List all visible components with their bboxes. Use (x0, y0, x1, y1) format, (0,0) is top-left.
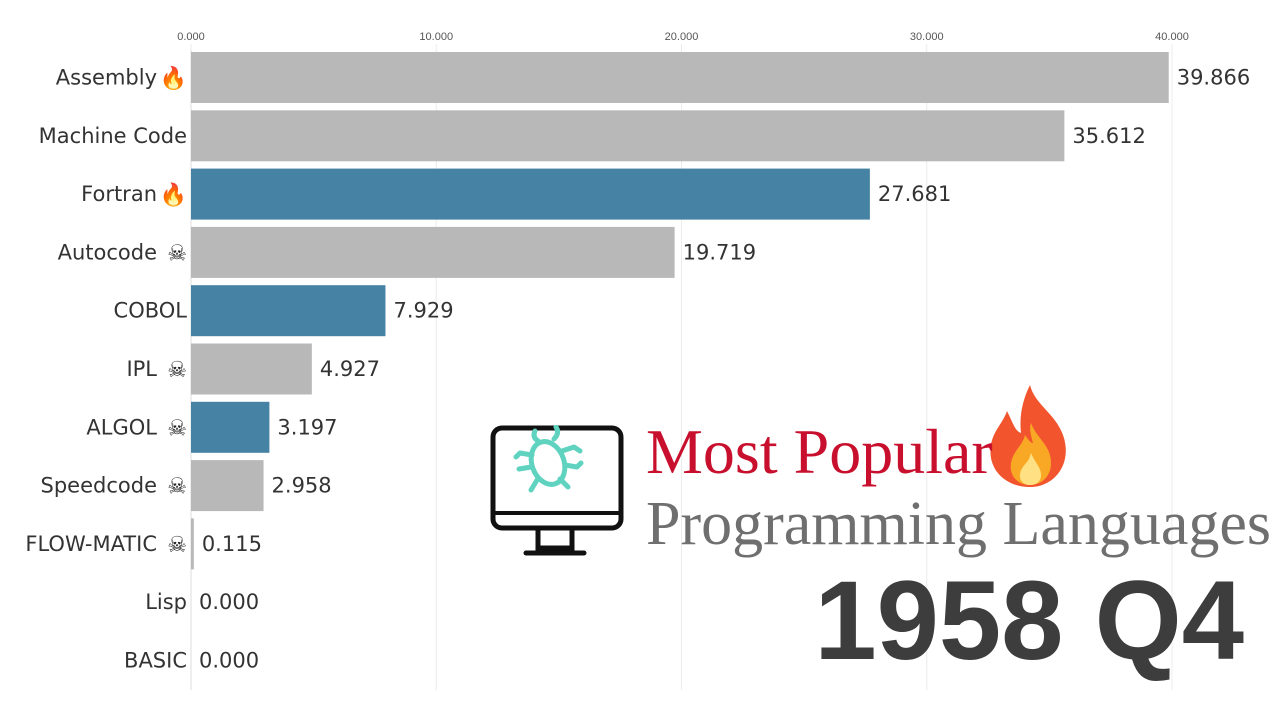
value-label: 4.927 (320, 357, 380, 381)
value-label: 39.866 (1177, 66, 1250, 90)
value-label: 2.958 (272, 474, 332, 498)
x-tick-label: 30.000 (910, 31, 944, 43)
period-label: 1958 Q4 (814, 558, 1244, 683)
bar (191, 285, 386, 337)
value-label: 7.929 (393, 299, 453, 323)
value-label: 19.719 (683, 240, 756, 264)
value-label: 0.115 (202, 532, 262, 556)
category-label: Speedcode (41, 474, 157, 498)
value-label: 27.681 (878, 182, 951, 206)
fire-icon (990, 385, 1066, 487)
bar (191, 518, 194, 570)
category-label: COBOL (114, 299, 188, 323)
monitor-bug-icon (490, 425, 624, 556)
x-tick-label: 40.000 (1155, 31, 1189, 43)
category-label: Autocode (58, 240, 157, 264)
fire-icon: 🔥 (160, 182, 187, 208)
skull-crossbones-icon: ☠ (167, 416, 187, 441)
category-label: ALGOL (86, 415, 157, 439)
x-tick-label: 10.000 (419, 31, 453, 43)
fire-icon: 🔥 (160, 66, 187, 92)
skull-crossbones-icon: ☠ (167, 533, 187, 558)
category-label: Assembly (56, 66, 157, 90)
chart-title-line2: Programming Languages (646, 490, 1272, 558)
bar (191, 226, 675, 278)
category-label: IPL (126, 357, 157, 381)
x-tick-label: 20.000 (665, 31, 699, 43)
value-label: 3.197 (277, 415, 337, 439)
bar (191, 110, 1065, 162)
category-label: BASIC (124, 649, 187, 673)
bar (191, 460, 264, 512)
value-label: 0.000 (199, 649, 259, 673)
value-label: 35.612 (1072, 124, 1145, 148)
category-label: Machine Code (39, 124, 187, 148)
category-label: Lisp (145, 590, 187, 614)
value-label: 0.000 (199, 590, 259, 614)
bar (191, 168, 870, 220)
x-tick-label: 0.000 (177, 31, 205, 43)
category-label: Fortran (81, 182, 157, 206)
chart-title-line1: Most Popular (646, 416, 993, 487)
bar (191, 52, 1169, 103)
skull-crossbones-icon: ☠ (167, 358, 187, 383)
category-label: FLOW-MATIC (25, 532, 157, 556)
bar (191, 343, 312, 395)
bar (191, 401, 270, 453)
skull-crossbones-icon: ☠ (167, 475, 187, 500)
skull-crossbones-icon: ☠ (167, 241, 187, 266)
